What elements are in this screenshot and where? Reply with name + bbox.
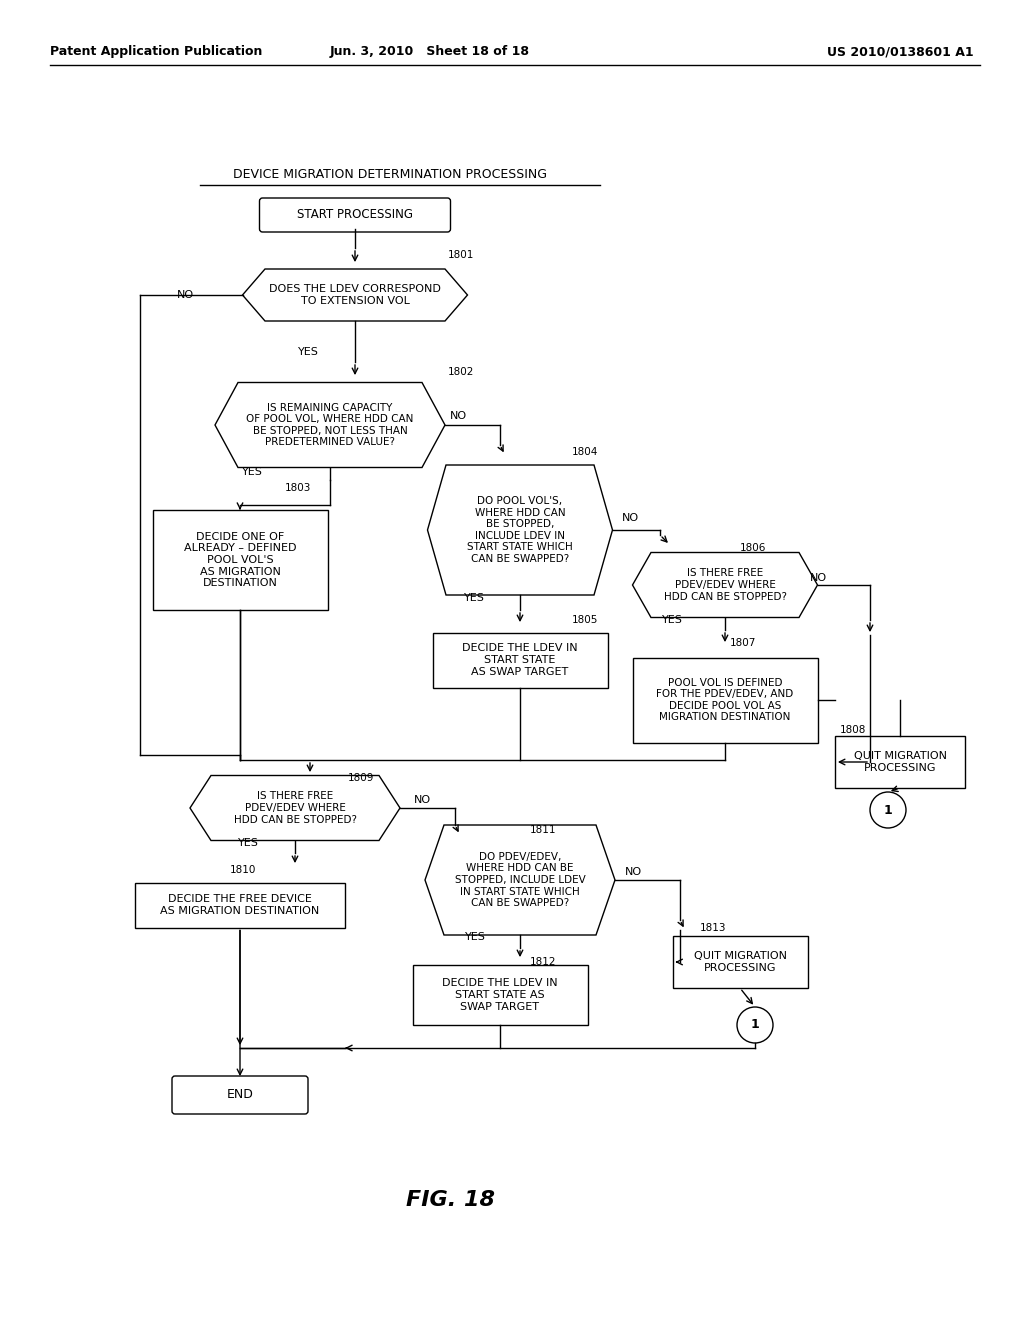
Text: 1810: 1810 [230,865,256,875]
Text: 1: 1 [884,804,892,817]
Text: 1804: 1804 [572,447,598,457]
Text: YES: YES [238,838,258,847]
Text: DOES THE LDEV CORRESPOND
TO EXTENSION VOL: DOES THE LDEV CORRESPOND TO EXTENSION VO… [269,284,441,306]
Text: NO: NO [625,867,642,876]
Text: 1809: 1809 [348,774,375,783]
Text: NO: NO [176,290,194,300]
Text: 1813: 1813 [700,923,726,933]
Text: IS THERE FREE
PDEV/EDEV WHERE
HDD CAN BE STOPPED?: IS THERE FREE PDEV/EDEV WHERE HDD CAN BE… [233,792,356,825]
Text: YES: YES [464,593,484,603]
Text: 1811: 1811 [530,825,556,836]
Bar [135,883,345,928]
Text: 1801: 1801 [449,249,474,260]
Text: QUIT MIGRATION
PROCESSING: QUIT MIGRATION PROCESSING [693,952,786,973]
Text: END: END [226,1089,253,1101]
Circle shape [737,1007,773,1043]
Circle shape [870,792,906,828]
FancyBboxPatch shape [172,1076,308,1114]
Text: NO: NO [450,411,467,421]
Text: NO: NO [810,573,827,583]
Polygon shape [215,383,445,467]
Text: 1812: 1812 [530,957,556,968]
Bar [835,737,965,788]
Text: Patent Application Publication: Patent Application Publication [50,45,262,58]
Text: IS REMAINING CAPACITY
OF POOL VOL, WHERE HDD CAN
BE STOPPED, NOT LESS THAN
PREDE: IS REMAINING CAPACITY OF POOL VOL, WHERE… [247,403,414,447]
Bar [153,510,328,610]
Text: 1808: 1808 [840,725,866,735]
Bar [432,632,607,688]
Text: POOL VOL IS DEFINED
FOR THE PDEV/EDEV, AND
DECIDE POOL VOL AS
MIGRATION DESTINAT: POOL VOL IS DEFINED FOR THE PDEV/EDEV, A… [656,677,794,722]
Text: DECIDE ONE OF
ALREADY – DEFINED
POOL VOL'S
AS MIGRATION
DESTINATION: DECIDE ONE OF ALREADY – DEFINED POOL VOL… [183,532,296,589]
Polygon shape [427,465,612,595]
Text: 1806: 1806 [740,543,766,553]
Text: US 2010/0138601 A1: US 2010/0138601 A1 [826,45,974,58]
Polygon shape [243,269,468,321]
Text: NO: NO [622,513,639,523]
Polygon shape [425,825,615,935]
Bar [673,936,808,987]
Text: DECIDE THE LDEV IN
START STATE AS
SWAP TARGET: DECIDE THE LDEV IN START STATE AS SWAP T… [442,978,558,1011]
Text: QUIT MIGRATION
PROCESSING: QUIT MIGRATION PROCESSING [853,751,946,772]
Polygon shape [190,776,400,841]
Text: DEVICE MIGRATION DETERMINATION PROCESSING: DEVICE MIGRATION DETERMINATION PROCESSIN… [233,169,547,181]
Polygon shape [633,553,817,618]
Text: YES: YES [242,467,262,477]
Text: YES: YES [465,932,485,942]
Text: START PROCESSING: START PROCESSING [297,209,413,222]
Text: Jun. 3, 2010   Sheet 18 of 18: Jun. 3, 2010 Sheet 18 of 18 [330,45,530,58]
Text: DECIDE THE LDEV IN
START STATE
AS SWAP TARGET: DECIDE THE LDEV IN START STATE AS SWAP T… [462,643,578,677]
Text: DO POOL VOL'S,
WHERE HDD CAN
BE STOPPED,
INCLUDE LDEV IN
START STATE WHICH
CAN B: DO POOL VOL'S, WHERE HDD CAN BE STOPPED,… [467,496,572,564]
Text: 1803: 1803 [285,483,311,492]
Text: 1805: 1805 [572,615,598,624]
Text: DO PDEV/EDEV,
WHERE HDD CAN BE
STOPPED, INCLUDE LDEV
IN START STATE WHICH
CAN BE: DO PDEV/EDEV, WHERE HDD CAN BE STOPPED, … [455,851,586,908]
Text: YES: YES [298,347,318,356]
Bar [413,965,588,1026]
Text: 1807: 1807 [730,638,757,648]
Text: 1802: 1802 [449,367,474,378]
Text: 1: 1 [751,1019,760,1031]
Text: FIG. 18: FIG. 18 [406,1191,495,1210]
Text: DECIDE THE FREE DEVICE
AS MIGRATION DESTINATION: DECIDE THE FREE DEVICE AS MIGRATION DEST… [161,894,319,916]
Bar [633,657,817,742]
Text: IS THERE FREE
PDEV/EDEV WHERE
HDD CAN BE STOPPED?: IS THERE FREE PDEV/EDEV WHERE HDD CAN BE… [664,569,786,602]
FancyBboxPatch shape [259,198,451,232]
Text: NO: NO [414,795,430,805]
Text: YES: YES [662,615,682,624]
